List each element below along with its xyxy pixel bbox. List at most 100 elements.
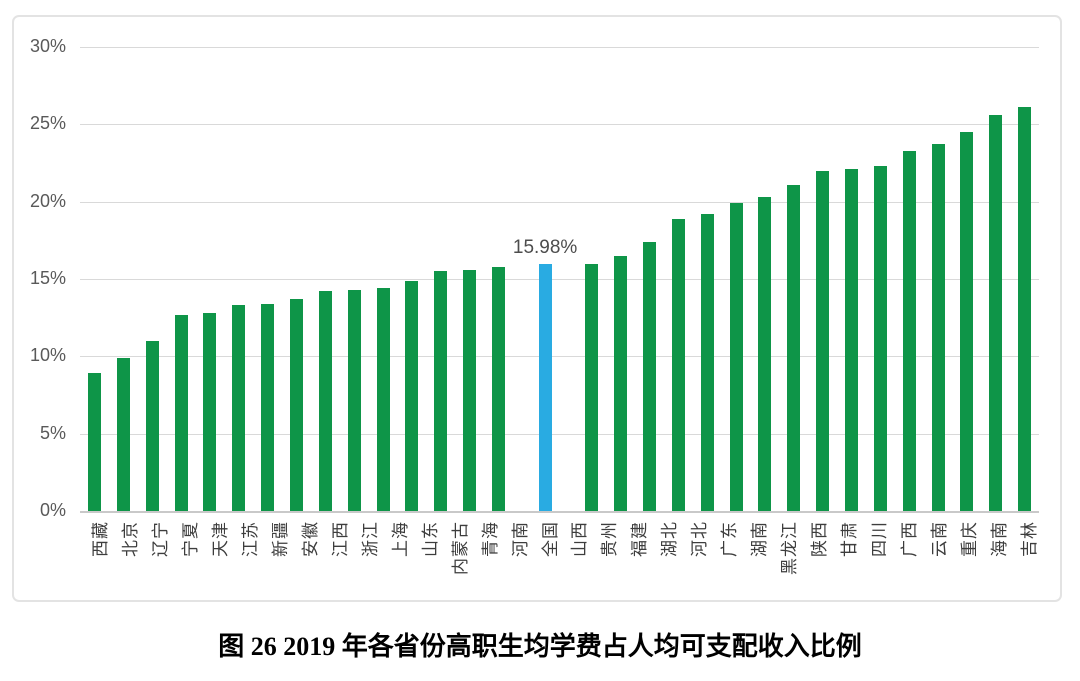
bar-slot [606,47,635,511]
bar-slot [895,47,924,511]
bar [585,263,599,511]
gridline [80,47,1039,48]
x-tick-label: 江西 [330,521,350,557]
bar-slot [311,47,340,511]
bar-slot [866,47,895,511]
bar-slot [808,47,837,511]
x-tick-slot: 上海 [380,519,410,599]
x-tick-label: 浙江 [360,521,380,557]
x-tick-slot: 辽宁 [140,519,170,599]
x-tick-slot: 陕西 [799,519,829,599]
bar-slot [981,47,1010,511]
bar-national [538,263,552,511]
x-tick-slot: 广东 [709,519,739,599]
gridline [80,279,1039,280]
x-tick-slot: 河南 [500,519,530,599]
bars-row: 15.98% [80,47,1039,511]
y-tick-label: 10% [29,345,66,366]
x-tick-slot: 吉林 [1009,519,1039,599]
x-tick-slot: 内蒙古 [440,519,470,599]
x-tick-slot: 四川 [859,519,889,599]
x-tick-label: 上海 [390,521,410,557]
x-tick-slot: 黑龙江 [769,519,799,599]
bar-slot: 15.98% [513,47,577,511]
x-tick-label: 天津 [210,521,230,557]
gridline [80,201,1039,203]
x-tick-label: 新疆 [270,521,290,557]
x-tick-slot: 浙江 [350,519,380,599]
bar-slot [224,47,253,511]
bar-slot [426,47,455,511]
bar [1018,107,1032,511]
bar [232,305,246,511]
gridline [80,124,1039,126]
bar [434,271,448,511]
x-tick-slot: 安徽 [290,519,320,599]
bar [902,150,916,511]
x-tick-label: 辽宁 [150,521,170,557]
bar [758,197,772,511]
bar [960,132,974,511]
bar [931,144,945,511]
gridline [80,433,1039,435]
x-tick-label: 云南 [930,521,950,557]
bar-slot [953,47,982,511]
x-tick-label: 吉林 [1020,521,1040,557]
x-tick-slot: 宁夏 [170,519,200,599]
bar [347,289,361,511]
x-tick-slot: 江西 [320,519,350,599]
bar [318,291,332,511]
bar-slot [369,47,398,511]
bar [989,115,1003,511]
bar-slot [693,47,722,511]
x-tick-slot: 云南 [919,519,949,599]
x-axis-labels: 西藏 北京 辽宁 宁夏 天津 江苏 新疆 安徽 江西 浙江 上海 山东 内蒙古 青海 河南 全国 山西 贵州 福建湖… [80,519,1039,599]
bar-slot [253,47,282,511]
x-tick-slot: 山东 [410,519,440,599]
national-bar-annotation: 15.98% [512,236,578,258]
x-tick-label: 黑龙江 [780,521,800,575]
x-tick-label: 重庆 [960,521,980,557]
x-tick-label: 山西 [570,521,590,557]
x-tick-slot: 甘肃 [829,519,859,599]
bar [289,299,303,511]
bar-slot [924,47,953,511]
gridline [80,356,1039,358]
x-tick-slot: 河北 [679,519,709,599]
bar-slot [397,47,426,511]
y-tick-label: 30% [29,36,66,56]
x-tick-label: 青海 [480,521,500,557]
bar [671,218,685,511]
x-tick-label: 陕西 [810,521,830,557]
bar-slot [195,47,224,511]
bar-slot [282,47,311,511]
x-tick-slot: 广西 [889,519,919,599]
bar [376,288,390,511]
x-tick-slot: 贵州 [589,519,619,599]
x-tick-slot: 重庆 [949,519,979,599]
x-tick-slot: 新疆 [260,519,290,599]
x-tick-slot: 山西 [560,519,590,599]
x-tick-label: 山东 [420,521,440,557]
bar [700,214,714,511]
bar-slot [635,47,664,511]
x-tick-label: 河南 [510,521,530,557]
x-tick-label: 北京 [120,521,140,557]
bar [642,241,656,511]
bar [614,255,628,511]
x-tick-label: 广东 [720,521,740,557]
x-tick-slot: 天津 [200,519,230,599]
bar-slot [109,47,138,511]
bar-slot [779,47,808,511]
x-tick-slot: 湖南 [739,519,769,599]
bar [463,269,477,511]
plot-area: 15.98% 30% 25% 20% 15% 10% 5% 0% [30,36,1039,520]
y-tick-label: 0% [39,500,66,520]
x-tick-label: 内蒙古 [450,521,470,575]
bar [729,203,743,511]
bar [405,280,419,511]
x-tick-label: 四川 [870,521,890,557]
x-tick-slot: 北京 [110,519,140,599]
bar [873,166,887,511]
x-tick-label: 西藏 [90,521,110,557]
